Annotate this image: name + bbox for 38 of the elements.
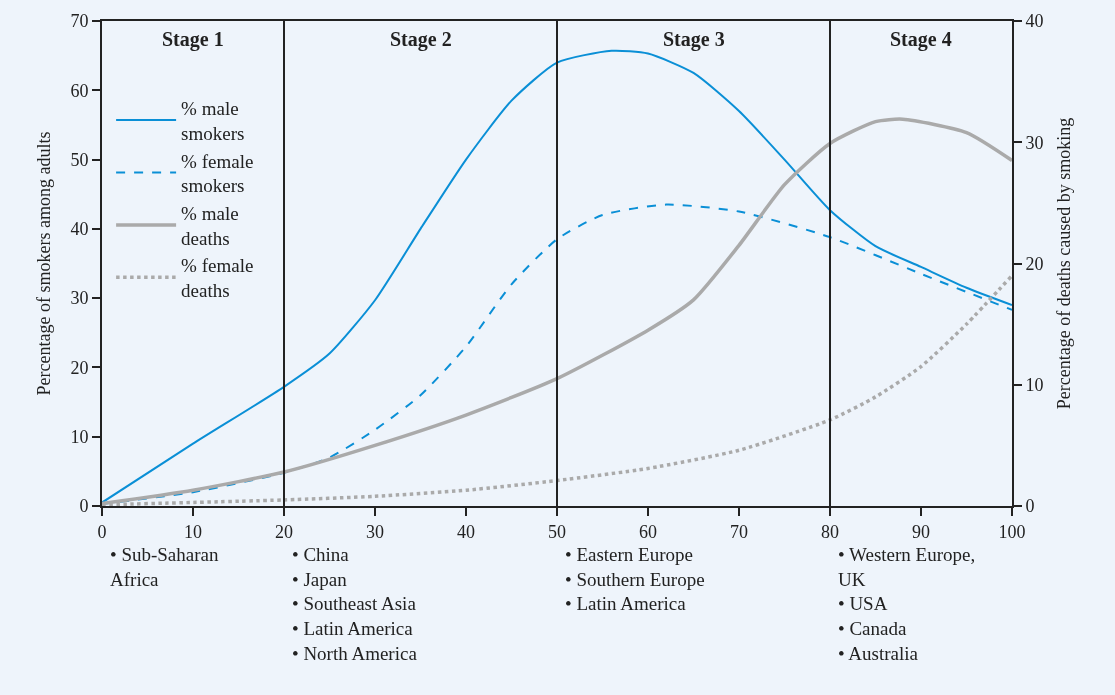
y2-tick-label: 0 bbox=[1025, 496, 1035, 517]
x-tick-label: 70 bbox=[730, 521, 748, 542]
y2-axis-title: Percentage of deaths caused by smoking bbox=[1054, 117, 1075, 410]
y-tick-label: 60 bbox=[70, 80, 89, 101]
x-tick-label: 40 bbox=[457, 521, 475, 542]
y-tick-label: 30 bbox=[70, 288, 89, 309]
y2-tick-label: 40 bbox=[1025, 11, 1044, 32]
annotation: Stage 1 bbox=[162, 28, 224, 51]
x-tick-label: 100 bbox=[998, 521, 1026, 542]
y-tick-label: 40 bbox=[70, 219, 89, 240]
x-tick-label: 10 bbox=[184, 521, 202, 542]
annotation: Stage 4 bbox=[890, 28, 952, 51]
text: • Sub-Saharan Africa bbox=[110, 544, 219, 590]
y-axis-title: Percentage of smokers among adults bbox=[34, 131, 55, 396]
x-tick-label: 30 bbox=[366, 521, 384, 542]
legend-label: % female smokers bbox=[181, 150, 254, 197]
y2-tick-label: 30 bbox=[1025, 132, 1044, 153]
x-tick-label: 20 bbox=[275, 521, 293, 542]
x-tick-label: 60 bbox=[639, 521, 657, 542]
x-tick-label: 90 bbox=[912, 521, 930, 542]
annotation: Stage 3 bbox=[663, 28, 725, 51]
legend-label: % female deaths bbox=[181, 255, 254, 302]
legend-label: % male smokers bbox=[181, 98, 245, 144]
text: • China • Japan • Southeast Asia • Latin America • North America bbox=[292, 544, 418, 664]
text: • Eastern Europe • Southern Europe • Latin America bbox=[565, 544, 705, 615]
y-tick-label: 0 bbox=[79, 496, 89, 517]
x-tick-label: 50 bbox=[548, 521, 566, 542]
y2-tick-label: 20 bbox=[1025, 253, 1044, 274]
legend-label: % male deaths bbox=[181, 202, 239, 249]
text: • Western Europe, UK • USA • Canada • Australia bbox=[838, 544, 976, 664]
annotation: Stage 2 bbox=[390, 28, 452, 51]
y-tick-label: 70 bbox=[70, 11, 89, 32]
y-tick-label: 20 bbox=[70, 357, 89, 378]
y-tick-label: 10 bbox=[70, 427, 89, 448]
y2-tick-label: 10 bbox=[1025, 375, 1044, 396]
x-tick-label: 0 bbox=[97, 521, 107, 542]
y-tick-label: 50 bbox=[70, 149, 89, 170]
x-tick-label: 80 bbox=[821, 521, 839, 542]
